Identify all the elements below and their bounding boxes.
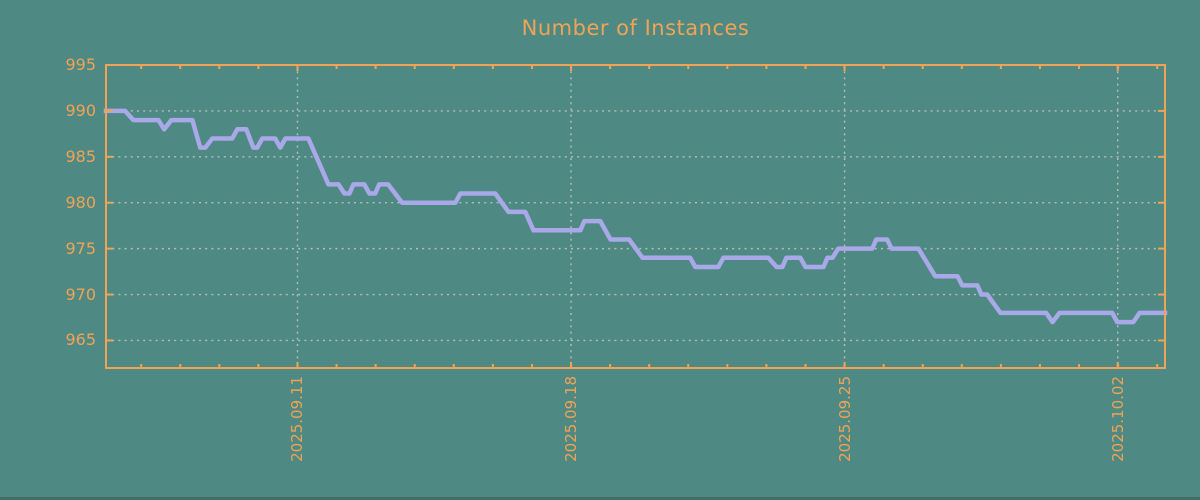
x-tick-label: 2025.10.02: [1108, 376, 1127, 462]
y-tick-label: 980: [65, 192, 96, 212]
y-tick-label: 990: [65, 100, 96, 120]
chart-title: Number of Instances: [521, 16, 750, 40]
window-bottom-edge: [0, 497, 1200, 500]
y-tick-label: 975: [65, 238, 96, 258]
y-tick-label: 970: [65, 284, 96, 304]
x-tick-label: 2025.09.25: [835, 376, 854, 462]
y-tick-label: 985: [65, 146, 96, 166]
x-tick-label: 2025.09.11: [288, 376, 307, 462]
y-tick-label: 995: [65, 55, 96, 74]
y-tick-label: 965: [65, 330, 96, 350]
x-tick-label: 2025.09.18: [562, 376, 581, 462]
